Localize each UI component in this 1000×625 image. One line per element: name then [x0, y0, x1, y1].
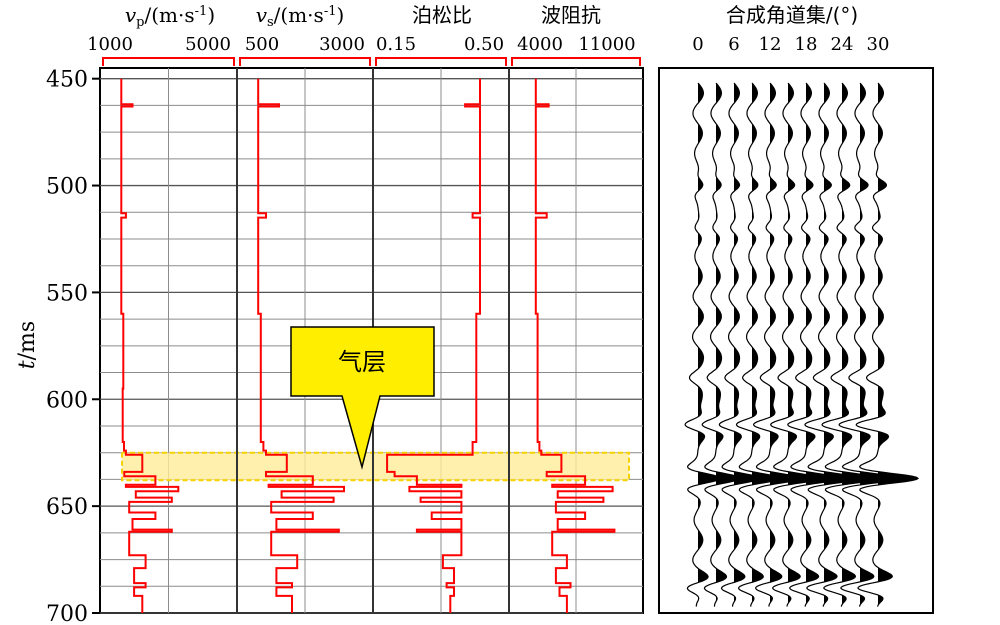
log-curve-vs: [257, 78, 345, 613]
gather-trace: [701, 82, 741, 607]
gather-angle-ticks: 0 6 12 18 24 30: [692, 34, 889, 55]
y-axis-label: t/ms: [15, 321, 40, 369]
gather-trace: [855, 82, 920, 607]
log-curve-vp: [120, 78, 180, 613]
y-tick-label: 500: [46, 175, 88, 200]
gas-zone-rect: [121, 451, 630, 482]
y-tick-label: 450: [46, 68, 88, 93]
angle-tick-label: 0: [692, 34, 703, 55]
angle-tick-label: 18: [795, 34, 818, 55]
track-header-vs: vs/(m·s-1) 500 3000: [245, 3, 365, 55]
gather-trace: [838, 82, 900, 607]
y-tick-label: 600: [46, 388, 88, 413]
gather-trace: [752, 82, 801, 607]
track-header-bracket: [511, 57, 641, 66]
gather-trace: [821, 82, 880, 607]
log-curve-impedance: [534, 78, 616, 613]
callout-box: [290, 326, 435, 470]
log-curves: [120, 78, 616, 613]
track-title-vp: vp/(m·s-1): [125, 3, 215, 30]
y-axis-ticks: 450 500 550 600 650 700: [46, 68, 100, 625]
track-range-min-vp: 1000: [87, 34, 133, 55]
track-header-impedance: 波阻抗 4000 11000: [517, 3, 636, 55]
track-range-min-vs: 500: [245, 34, 279, 55]
track-title-poisson: 泊松比: [412, 3, 472, 27]
gather-trace: [787, 82, 840, 607]
gather-title: 合成角道集/(°): [726, 3, 858, 27]
track-header-bracket: [239, 57, 371, 66]
track-header-poisson: 泊松比 0.15 0.50: [376, 3, 504, 55]
track-header-bracket: [375, 57, 507, 66]
gather-trace: [684, 82, 721, 607]
angle-tick-label: 6: [728, 34, 739, 55]
track-title-impedance: 波阻抗: [541, 3, 601, 27]
track-range-max-vs: 3000: [319, 34, 365, 55]
track-range-min-poisson: 0.15: [376, 34, 416, 55]
y-tick-label: 700: [46, 602, 88, 625]
callout-label: 气层: [338, 348, 386, 376]
log-curve-poisson: [386, 78, 481, 613]
track-header-vp: vp/(m·s-1) 1000 5000: [87, 3, 231, 55]
gather-panel-frame: [658, 67, 934, 614]
angle-tick-label: 30: [867, 34, 890, 55]
y-tick-label: 550: [46, 281, 88, 306]
gather-trace: [718, 82, 761, 607]
track-range-max-impedance: 11000: [578, 34, 635, 55]
y-tick-label: 650: [46, 495, 88, 520]
gather-trace: [735, 82, 781, 607]
track-range-min-impedance: 4000: [517, 34, 563, 55]
gather-traces: [684, 82, 920, 607]
track-header-brackets: [102, 57, 641, 66]
gather-trace: [804, 82, 860, 607]
track-range-max-vp: 5000: [185, 34, 231, 55]
gas-zone-callout: 气层: [290, 326, 435, 470]
track-title-vs: vs/(m·s-1): [256, 3, 345, 30]
angle-tick-label: 24: [831, 34, 854, 55]
gather-trace: [770, 82, 821, 607]
gas-zone-band: [121, 451, 630, 482]
angle-tick-label: 12: [759, 34, 782, 55]
track-range-max-poisson: 0.50: [464, 34, 504, 55]
track-header-bracket: [102, 57, 235, 66]
